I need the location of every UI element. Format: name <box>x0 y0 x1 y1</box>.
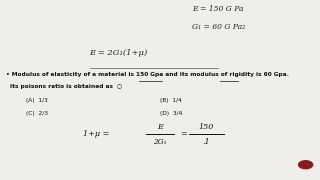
Text: (D)  3/4: (D) 3/4 <box>160 111 182 116</box>
Text: =: = <box>180 130 188 138</box>
Text: its poisons ratio is obtained as  ○: its poisons ratio is obtained as ○ <box>6 84 123 89</box>
Circle shape <box>299 161 313 169</box>
Text: 2G₁: 2G₁ <box>153 138 167 146</box>
Text: .1: .1 <box>203 138 210 146</box>
Text: E = 150 G Pa: E = 150 G Pa <box>192 5 244 13</box>
Text: E: E <box>157 123 163 131</box>
Text: (A)  1/3: (A) 1/3 <box>26 98 47 103</box>
Text: (B)  1/4: (B) 1/4 <box>160 98 182 103</box>
Text: (C)  2/3: (C) 2/3 <box>26 111 48 116</box>
Text: E = 2G₁(1+μ): E = 2G₁(1+μ) <box>90 49 148 57</box>
Text: 1+μ =: 1+μ = <box>83 130 109 138</box>
Text: G₁ = 60 G Pa₂: G₁ = 60 G Pa₂ <box>192 23 245 31</box>
Text: • Modulus of elasticity of a material is 150 Gpa and its modulus of rigidity is : • Modulus of elasticity of a material is… <box>6 72 289 77</box>
Text: 150: 150 <box>199 123 214 131</box>
